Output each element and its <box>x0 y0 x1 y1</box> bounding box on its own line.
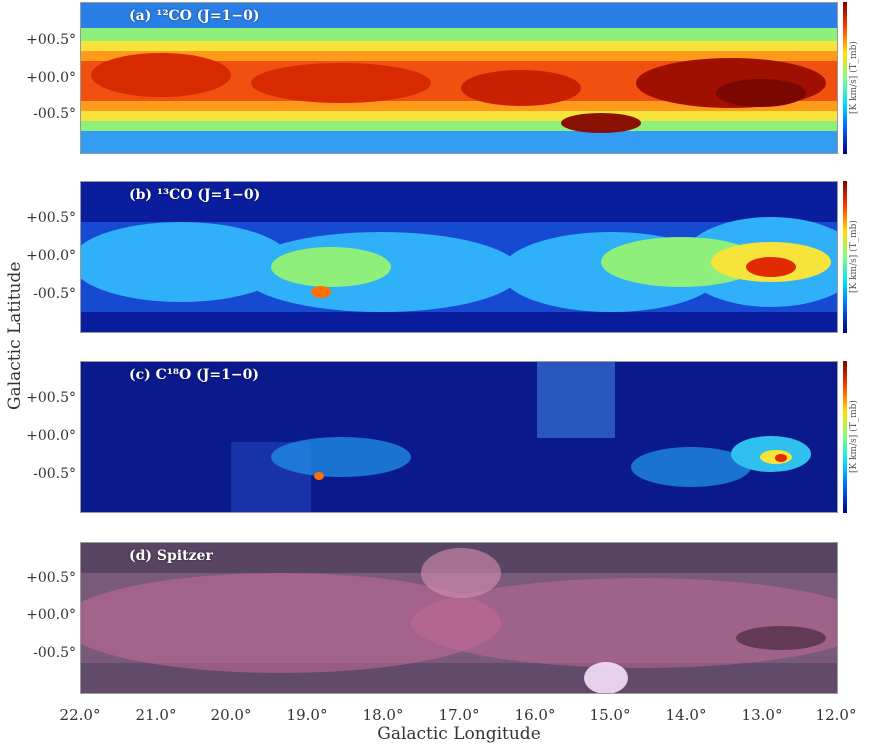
y-tick-a-3: -00.5° <box>33 106 76 122</box>
x-tick-22: 22.0° <box>59 706 101 724</box>
panel-c-c18o-map: (c) C¹⁸O (J=1−0) <box>80 361 838 513</box>
x-tick-21: 21.0° <box>135 706 177 724</box>
x-tick-20: 20.0° <box>210 706 252 724</box>
y-tick-c-1: +00.5° <box>26 390 76 406</box>
x-tick-14: 14.0° <box>665 706 707 724</box>
x-tick-15: 15.0° <box>589 706 631 724</box>
y-tick-d-3: -00.5° <box>33 645 76 661</box>
x-tick-12: 12.0° <box>815 706 857 724</box>
panel-b-colorbar: [K km/s] (T_mb) <box>840 181 870 333</box>
y-tick-a-1: +00.5° <box>26 32 76 48</box>
y-tick-d-2: +00.0° <box>26 607 76 623</box>
panel-c-label: (c) C¹⁸O (J=1−0) <box>129 367 259 383</box>
panel-a-label: (a) ¹²CO (J=1−0) <box>129 8 260 24</box>
y-tick-d-1: +00.5° <box>26 570 76 586</box>
panel-a-colorbar: [K km/s] (T_mb) <box>840 2 870 154</box>
x-axis-label: Galactic Longitude <box>377 724 541 744</box>
y-tick-b-1: +00.5° <box>26 210 76 226</box>
x-tick-16: 16.0° <box>514 706 556 724</box>
panel-b-13co-map: (b) ¹³CO (J=1−0) <box>80 181 838 333</box>
panel-d-spitzer-image: (d) Spitzer <box>80 542 838 694</box>
panel-d-label: (d) Spitzer <box>129 548 213 564</box>
panel-a-12co-map: (a) ¹²CO (J=1−0) <box>80 2 838 154</box>
y-tick-b-2: +00.0° <box>26 248 76 264</box>
y-tick-b-3: -00.5° <box>33 286 76 302</box>
y-tick-a-2: +00.0° <box>26 70 76 86</box>
y-tick-c-2: +00.0° <box>26 428 76 444</box>
x-tick-13: 13.0° <box>741 706 783 724</box>
x-tick-19: 19.0° <box>286 706 328 724</box>
y-tick-c-3: -00.5° <box>33 466 76 482</box>
x-tick-17: 17.0° <box>438 706 480 724</box>
x-tick-18: 18.0° <box>362 706 404 724</box>
panel-b-label: (b) ¹³CO (J=1−0) <box>129 187 261 203</box>
panel-c-colorbar: [K km/s] (T_mb) <box>840 361 870 513</box>
